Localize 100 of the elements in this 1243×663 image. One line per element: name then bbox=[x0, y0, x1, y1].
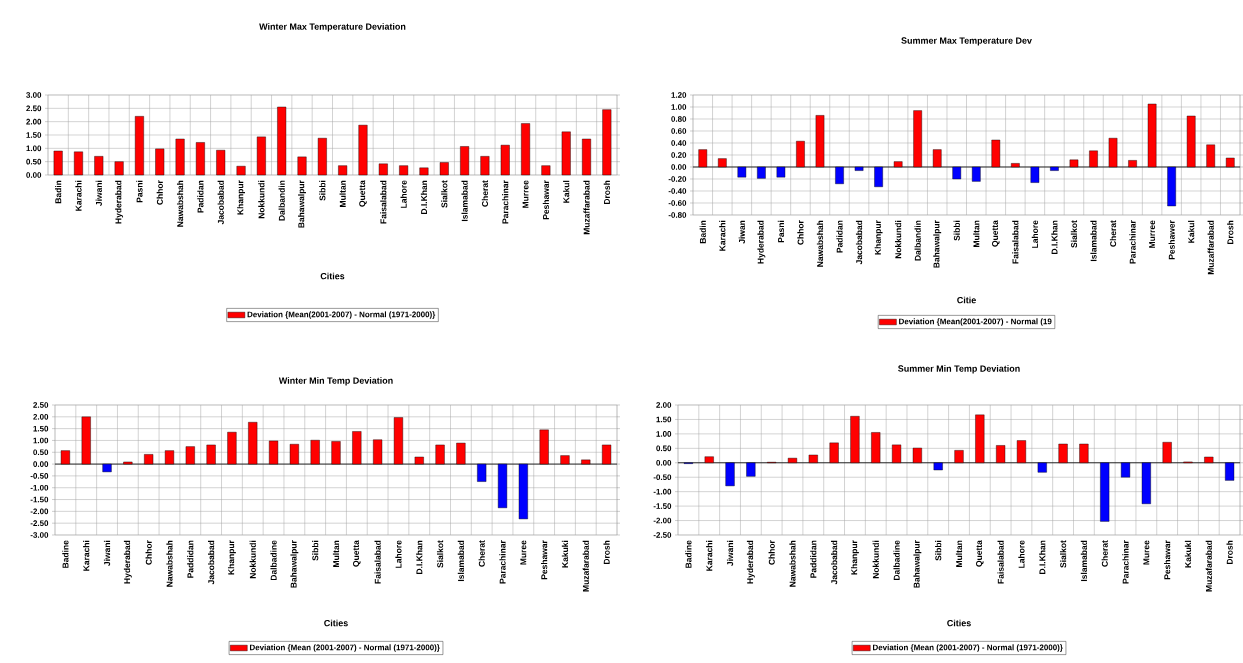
x-tick-label: Nawabshah bbox=[816, 220, 824, 267]
x-tick-label: Nawabshah bbox=[789, 540, 796, 587]
x-tick-label: Faisalabad bbox=[1012, 220, 1019, 264]
x-tick-label: Badin bbox=[699, 220, 706, 244]
bar bbox=[561, 131, 571, 176]
x-tick-label: Peshawar bbox=[541, 540, 548, 580]
x-tick-label: Kakul bbox=[563, 180, 570, 203]
chart-title: Summer Min Temp Deviation bbox=[898, 365, 1020, 374]
x-tick-label: Quetta bbox=[359, 180, 367, 207]
x-tick-label: Peshawar bbox=[542, 180, 549, 220]
x-tick-label: D.I.Khan bbox=[1051, 220, 1058, 254]
x-tick-label: Nawabshah bbox=[176, 180, 184, 227]
x-tick-label: Quetta bbox=[992, 220, 1000, 247]
x-tick-label: Sibbi bbox=[953, 220, 960, 241]
x-tick-label: Faisalabad bbox=[997, 540, 1004, 584]
x-tick-label: Lahore bbox=[400, 180, 407, 208]
x-tick-label: Jiwan bbox=[738, 220, 745, 244]
x-tick-label: Quetta bbox=[353, 540, 361, 567]
x-tick-label: Hyderabad bbox=[115, 180, 124, 224]
x-tick-label: Muzaffarabad bbox=[1207, 220, 1214, 275]
x-tick-label: Sialkot bbox=[1070, 220, 1078, 248]
x-tick-label: Chhor bbox=[156, 180, 163, 205]
bar bbox=[53, 150, 63, 176]
chart-title: Winter Max Temperature Deviation bbox=[259, 23, 406, 32]
x-tick-label: Chhor bbox=[145, 540, 152, 565]
x-tick-label: Sialkot bbox=[436, 540, 444, 568]
x-tick-label: Nokkundi bbox=[895, 220, 902, 259]
x-tick-label: Muree bbox=[520, 540, 527, 565]
x-tick-label: Jacobabad bbox=[208, 540, 215, 585]
x-tick-label: Chhor bbox=[768, 540, 775, 565]
x-tick-label: Chhor bbox=[797, 220, 804, 245]
bar bbox=[358, 124, 368, 176]
x-tick-label: Muzafarabad bbox=[582, 540, 589, 592]
x-tick-label: Padidan bbox=[197, 180, 204, 213]
x-tick-label: Jiwani bbox=[103, 540, 111, 566]
x-tick-label: Pasni bbox=[136, 180, 143, 203]
x-tick-label: Quetta bbox=[976, 540, 984, 567]
x-tick-label: Hyderabad bbox=[123, 540, 132, 584]
x-tick-label: Bahawalpur bbox=[913, 540, 922, 588]
x-tick-label: Dalbandin bbox=[278, 180, 285, 221]
x-tick-label: Cherat bbox=[1101, 540, 1108, 567]
x-tick-label: Multan bbox=[339, 180, 346, 207]
x-tick-label: Drosh bbox=[1227, 220, 1234, 245]
x-tick-label: Peshawer bbox=[1168, 220, 1175, 260]
x-tick-label: Hyderabad bbox=[757, 220, 766, 264]
x-tick-label: Hyderabad bbox=[746, 540, 755, 584]
x-tick-label: Parachinar bbox=[1122, 540, 1129, 584]
x-tick-label: Karachi bbox=[719, 220, 726, 251]
x-tick-label: Sialkot bbox=[1059, 540, 1067, 568]
x-tick-label: Bahawalpur bbox=[290, 540, 299, 588]
bar bbox=[439, 162, 449, 176]
x-tick-label: Sibbi bbox=[935, 540, 942, 561]
x-tick-label: Muzafarabad bbox=[1205, 540, 1212, 592]
bar bbox=[317, 138, 327, 176]
x-tick-label: Multan bbox=[973, 220, 980, 247]
x-tick-label: Cherat bbox=[1109, 220, 1117, 247]
bar bbox=[399, 165, 409, 176]
x-tick-label: Drosh bbox=[603, 180, 610, 205]
x-tick-label: Nokkundi bbox=[258, 180, 265, 219]
bar bbox=[582, 138, 591, 176]
x-tick-label: Bahawalpur bbox=[933, 220, 942, 268]
x-tick-label: Karachi bbox=[706, 540, 713, 571]
x-tick-label: Peshawar bbox=[1164, 540, 1171, 580]
x-tick-label: Islamabad bbox=[1090, 220, 1097, 262]
x-tick-label: Muree bbox=[1143, 540, 1150, 565]
x-tick-label: Drosh bbox=[1226, 540, 1233, 565]
x-tick-label: Sibbi bbox=[319, 180, 326, 201]
x-tick-label: D.I.Khan bbox=[420, 180, 428, 214]
bar bbox=[175, 138, 185, 176]
x-tick-label: Lahore bbox=[1031, 220, 1038, 248]
bar bbox=[74, 151, 83, 176]
x-tick-label: Padidan bbox=[836, 220, 843, 253]
x-tick-label: D.I.Khan bbox=[416, 540, 423, 574]
x-tick-label: Multan bbox=[955, 540, 963, 567]
bar bbox=[338, 165, 348, 176]
x-tick-label: Cherat bbox=[478, 540, 485, 567]
x-tick-label: Nawabshah bbox=[166, 540, 173, 587]
x-tick-label: Lahore bbox=[1018, 540, 1025, 568]
x-axis-title: Citie bbox=[957, 296, 976, 304]
x-tick-label: Karachi bbox=[83, 540, 90, 571]
bar bbox=[378, 163, 388, 176]
chart-title: Summer Max Temperature Dev bbox=[901, 37, 1032, 46]
x-tick-label: Jacobabad bbox=[217, 180, 224, 225]
x-tick-label: Kakukl bbox=[1184, 540, 1192, 568]
x-tick-label: Islamabad bbox=[457, 540, 464, 582]
bar bbox=[480, 156, 490, 176]
x-tick-label: Badin bbox=[55, 180, 62, 204]
x-tick-label: Badine bbox=[62, 540, 69, 568]
x-tick-label: Muzaffarabad bbox=[583, 180, 590, 235]
x-tick-label: Lahore bbox=[395, 540, 402, 568]
bar bbox=[521, 123, 531, 176]
bar bbox=[216, 150, 226, 176]
x-tick-label: Multan bbox=[332, 540, 340, 567]
bar bbox=[195, 142, 205, 176]
x-tick-label: Parachinar bbox=[499, 540, 506, 584]
bar bbox=[500, 144, 510, 176]
bar bbox=[297, 156, 307, 176]
x-axis-title: Cities bbox=[320, 272, 345, 280]
bar bbox=[114, 161, 124, 176]
x-tick-label: Karachi bbox=[75, 180, 82, 211]
